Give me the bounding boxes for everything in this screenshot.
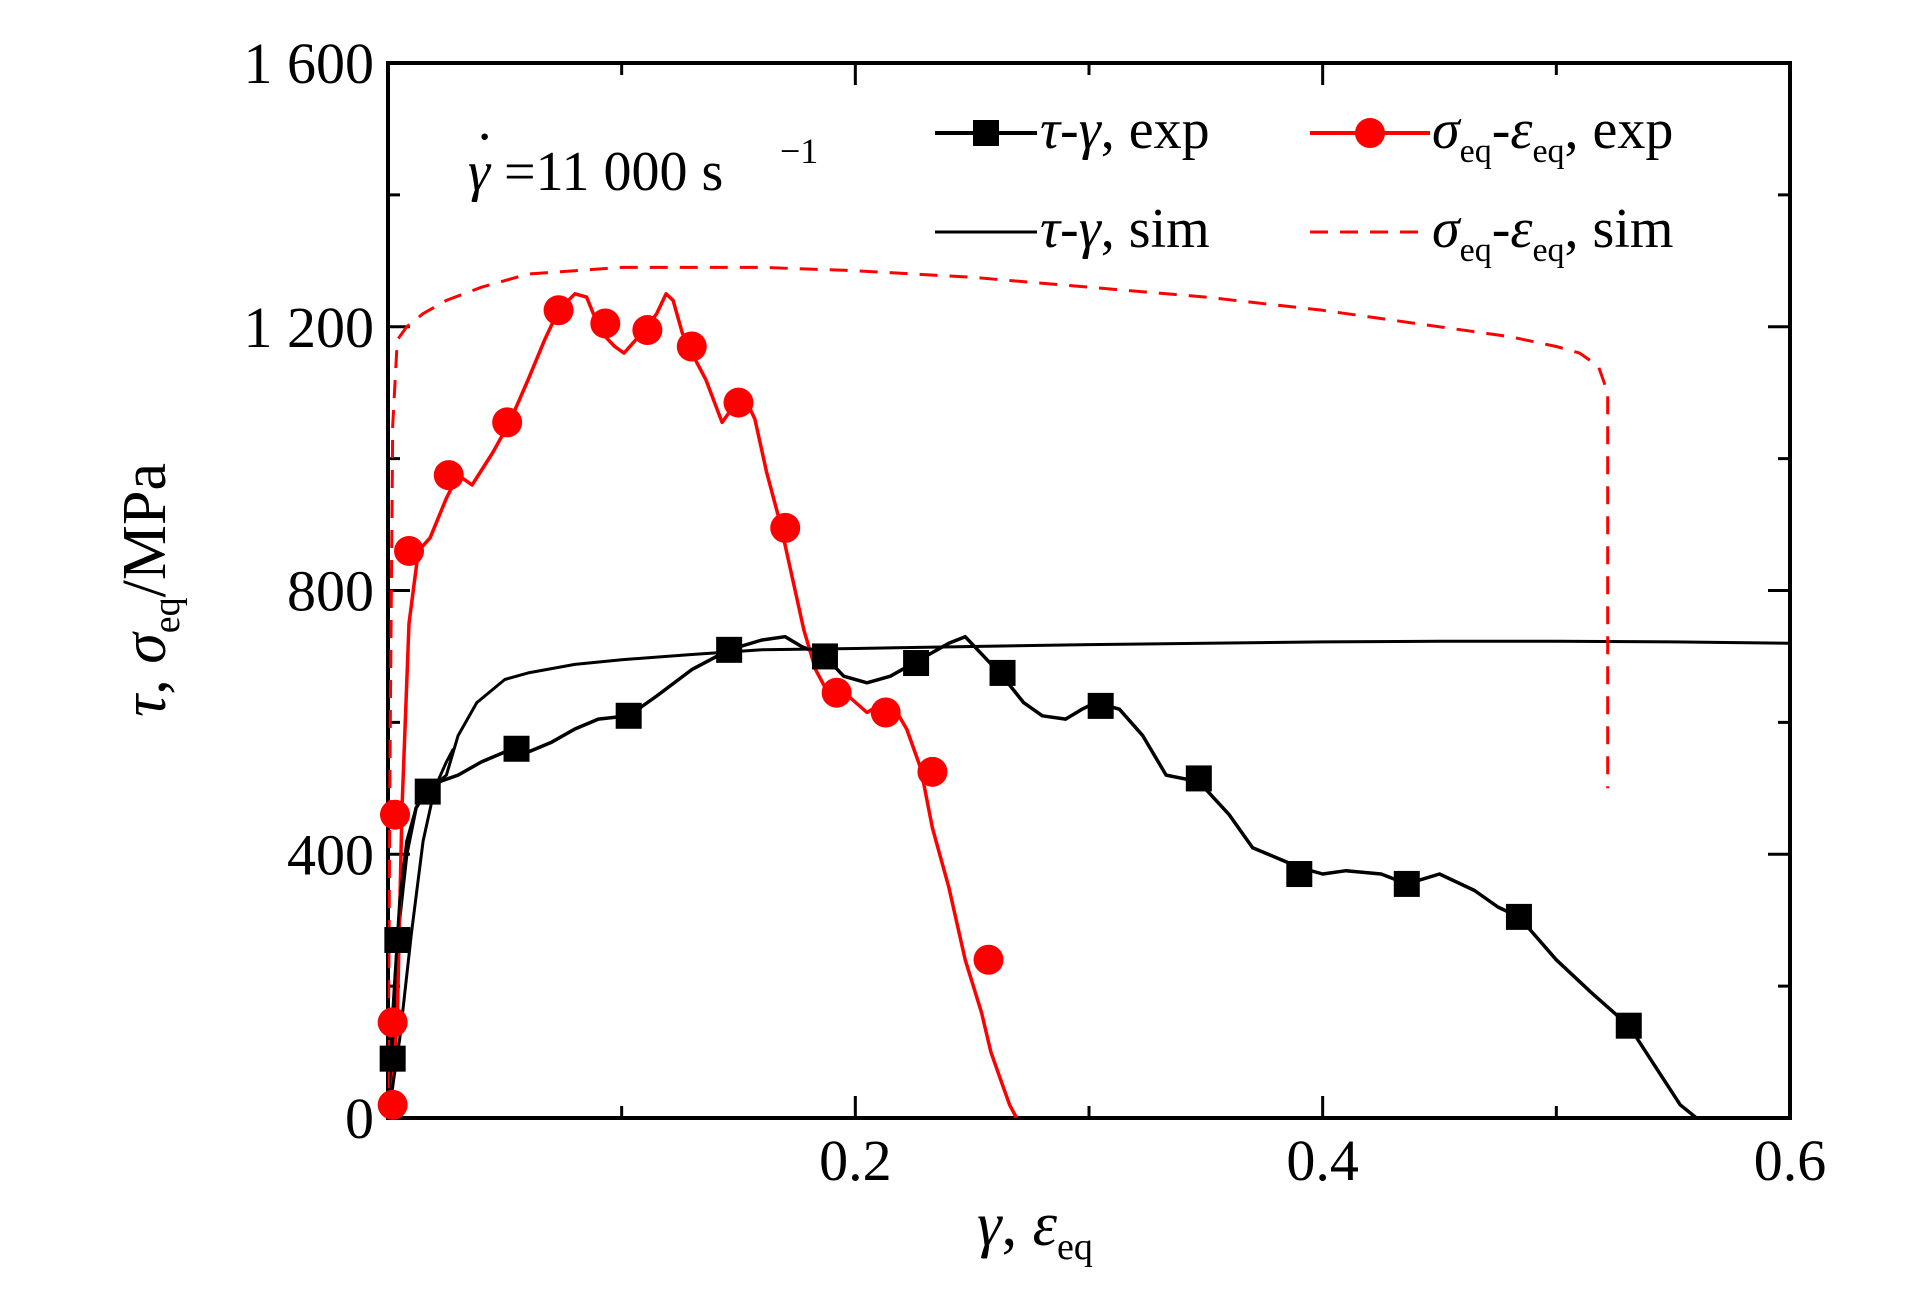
legend-label-tau-gamma-sim: τ-γ, sim (1040, 198, 1210, 260)
data-point-circle (870, 697, 901, 728)
data-point-circle (492, 407, 523, 438)
rate-symbol: γ (468, 141, 492, 203)
legend-entry-sigma-eps-sim: σeq-εeq, sim (1310, 198, 1673, 269)
data-point-square (1087, 692, 1114, 719)
y-tick-label: 0 (345, 1086, 374, 1151)
data-point-square (615, 702, 642, 729)
series-layer (388, 265, 1790, 1118)
series-line-1 (388, 292, 1019, 1118)
data-point-circle (973, 944, 1004, 975)
legend: τ-γ, exp σeq-εeq, exp τ-γ, sim σeq-εeq, … (935, 99, 1673, 269)
data-point-square (811, 643, 838, 670)
data-point-circle (821, 677, 852, 708)
axis-ticks: 0.2 0.4 0.6 0 400 800 1 200 1 600 (244, 31, 1827, 1193)
legend-label-tau-gamma-exp: τ-γ, exp (1040, 99, 1210, 161)
y-tick-label: 800 (287, 559, 374, 624)
strain-rate-annotation: γ · =11 000 s −1 (468, 114, 818, 203)
data-point-square (1505, 903, 1532, 930)
data-point-square (414, 778, 441, 805)
data-point-circle (917, 756, 948, 787)
data-point-square (1393, 870, 1420, 897)
data-point-circle (377, 1007, 408, 1038)
legend-entry-tau-gamma-sim: τ-γ, sim (935, 198, 1210, 260)
data-point-circle (632, 315, 663, 346)
legend-entry-tau-gamma-exp: τ-γ, exp (935, 99, 1210, 161)
data-point-circle (723, 387, 754, 418)
series-line-4 (388, 265, 1610, 1118)
data-point-square (1615, 1012, 1642, 1039)
data-point-square (379, 1045, 406, 1072)
y-tick-label: 1 600 (244, 31, 375, 96)
series-line-2 (388, 639, 1790, 1118)
data-point-square (503, 735, 530, 762)
y-tick-label: 400 (287, 822, 374, 887)
series-line-0 (388, 634, 1698, 1118)
data-point-square (1185, 765, 1212, 792)
rate-value: =11 000 s (504, 141, 723, 203)
data-point-square (716, 636, 743, 663)
y-axis-title: τ, σeq/MPa (111, 463, 188, 717)
legend-circle-marker (1355, 118, 1385, 148)
rate-exponent: −1 (780, 131, 818, 171)
data-point-square (384, 926, 411, 953)
x-tick-label: 0.2 (819, 1128, 892, 1193)
legend-entry-sigma-eps-exp: σeq-εeq, exp (1310, 99, 1673, 170)
data-point-square (903, 650, 930, 677)
data-point-circle (380, 799, 411, 830)
legend-label-sigma-eps-exp: σeq-εeq, exp (1432, 99, 1673, 170)
legend-square-marker (973, 120, 999, 146)
y-tick-label: 1 200 (244, 295, 375, 360)
data-point-circle (676, 331, 707, 362)
x-axis-title: γ, εeq (977, 1191, 1093, 1268)
data-point-circle (433, 460, 464, 491)
marker-layer (377, 295, 1642, 1120)
series-line-3 (388, 748, 455, 1118)
x-tick-label: 0.4 (1286, 1128, 1359, 1193)
data-point-square (1286, 861, 1313, 888)
data-point-circle (590, 308, 621, 339)
rate-dot: · (478, 114, 491, 159)
data-point-square (989, 659, 1016, 686)
data-point-circle (394, 535, 425, 566)
legend-label-sigma-eps-sim: σeq-εeq, sim (1432, 198, 1673, 269)
x-tick-label: 0.6 (1754, 1128, 1827, 1193)
data-point-circle (543, 295, 574, 326)
data-point-circle (770, 512, 801, 543)
data-point-circle (377, 1089, 408, 1120)
